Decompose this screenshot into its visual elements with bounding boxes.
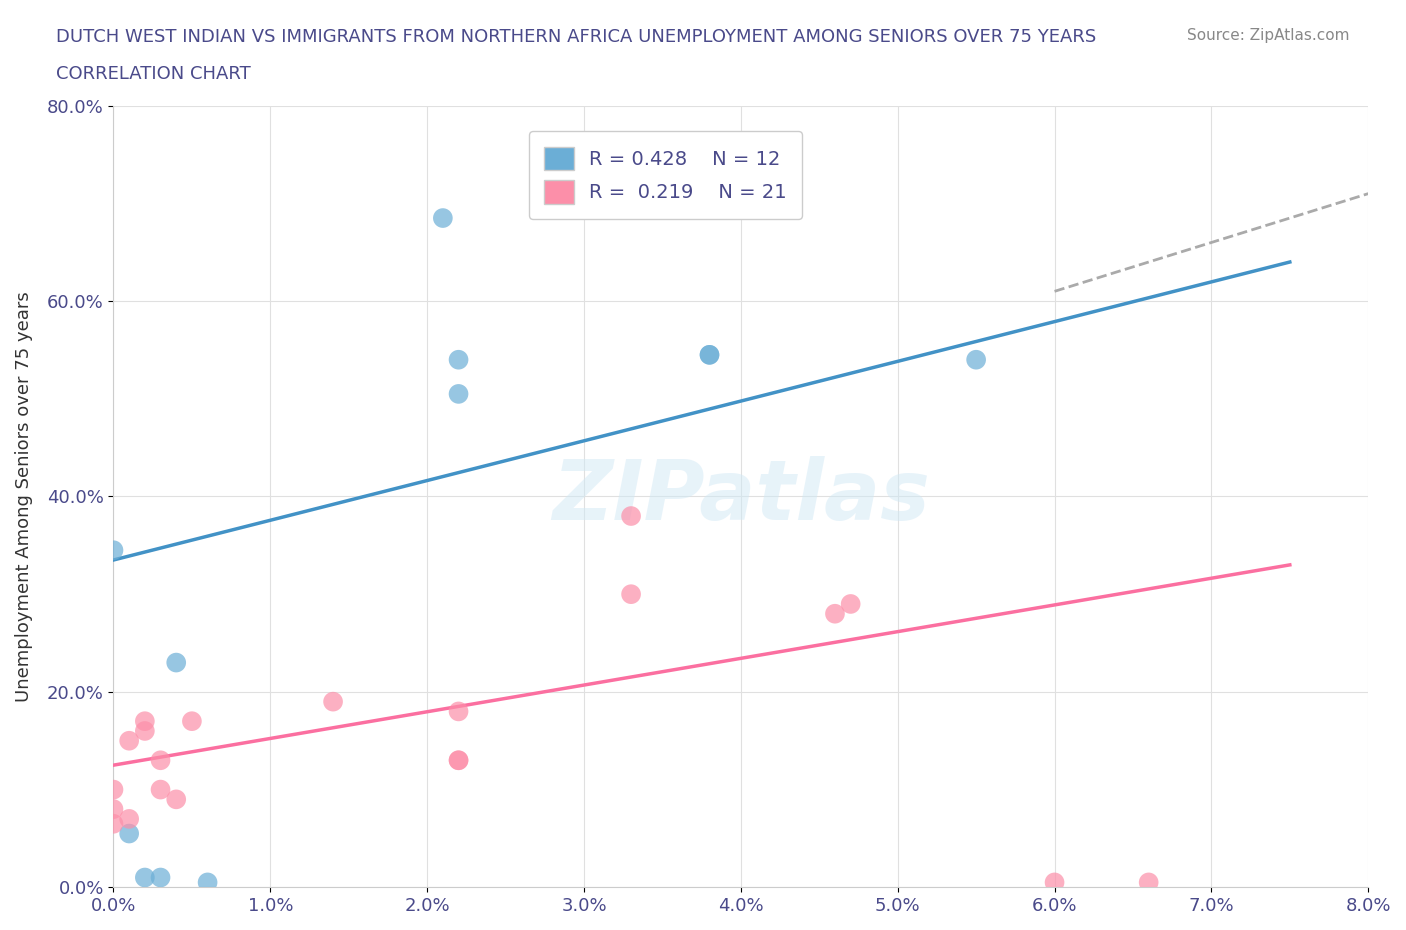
Point <box>620 587 643 602</box>
Point <box>447 704 470 719</box>
Point <box>432 210 454 225</box>
Point <box>118 826 141 841</box>
Point <box>134 870 156 885</box>
Point <box>447 352 470 367</box>
Point <box>103 817 125 831</box>
Point <box>134 713 156 728</box>
Point <box>1137 875 1160 890</box>
Point <box>824 606 846 621</box>
Y-axis label: Unemployment Among Seniors over 75 years: Unemployment Among Seniors over 75 years <box>15 291 32 702</box>
Point <box>180 713 202 728</box>
Point <box>699 348 721 363</box>
Point <box>447 752 470 767</box>
Point <box>149 870 172 885</box>
Point <box>118 733 141 748</box>
Text: Source: ZipAtlas.com: Source: ZipAtlas.com <box>1187 28 1350 43</box>
Point <box>322 694 344 709</box>
Point <box>103 782 125 797</box>
Text: DUTCH WEST INDIAN VS IMMIGRANTS FROM NORTHERN AFRICA UNEMPLOYMENT AMONG SENIORS : DUTCH WEST INDIAN VS IMMIGRANTS FROM NOR… <box>56 28 1097 46</box>
Point <box>165 792 187 807</box>
Point <box>118 812 141 827</box>
Point <box>447 752 470 767</box>
Point <box>165 655 187 670</box>
Point <box>699 348 721 363</box>
Point <box>103 802 125 817</box>
Point <box>134 724 156 738</box>
Point <box>447 387 470 402</box>
Point <box>149 782 172 797</box>
Point <box>620 509 643 524</box>
Point <box>103 543 125 558</box>
Point <box>1043 875 1066 890</box>
Text: CORRELATION CHART: CORRELATION CHART <box>56 65 252 83</box>
Text: ZIPatlas: ZIPatlas <box>553 456 929 537</box>
Point <box>197 875 219 890</box>
Point <box>839 596 862 611</box>
Legend: R = 0.428    N = 12, R =  0.219    N = 21: R = 0.428 N = 12, R = 0.219 N = 21 <box>529 131 803 219</box>
Point <box>149 752 172 767</box>
Point <box>965 352 987 367</box>
